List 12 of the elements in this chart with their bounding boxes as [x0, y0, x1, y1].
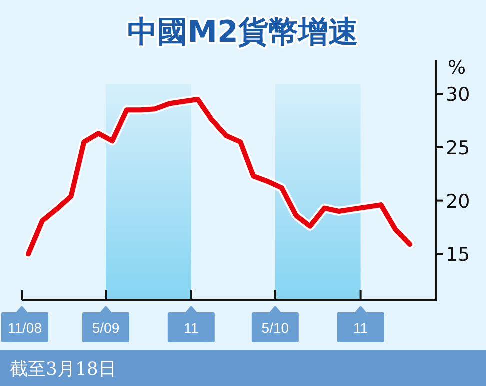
- x-tick-label: 11: [184, 320, 199, 336]
- y-tick-label: 20: [446, 190, 470, 213]
- x-tick-label: 11: [354, 320, 368, 336]
- y-tick-label: 15: [446, 244, 470, 266]
- y-axis-title: %: [448, 57, 466, 79]
- x-tick-label: 5/10: [262, 320, 290, 336]
- text: 截至3月18日: [10, 359, 116, 380]
- x-tick-label: 5/09: [92, 320, 120, 336]
- y-tick-label: 30: [446, 84, 470, 106]
- chart-title: 中國M2貨幣增速: [128, 15, 358, 50]
- x-tick-label: 11/08: [8, 320, 42, 336]
- y-tick-label: 25: [446, 137, 470, 160]
